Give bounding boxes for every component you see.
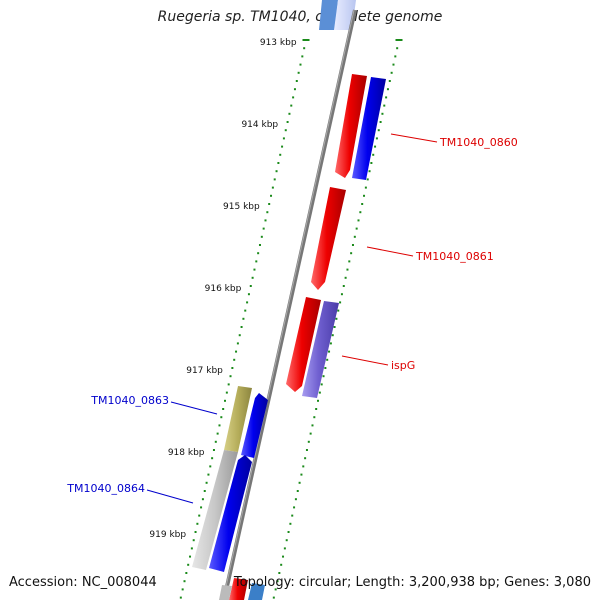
gc-content-low [192,450,238,570]
leader-tm1040-0860 [390,133,438,143]
gene-ispg-forward[interactable] [286,297,321,392]
genome-title: Ruegeria sp. TM1040, complete genome [157,9,443,25]
leader-tm1040-0863 [170,401,218,415]
gene-label-tm1040-0863[interactable]: TM1040_0863 [90,394,169,407]
leader-tm1040-0861 [366,246,414,257]
bottom-partial-feature-blue[interactable] [248,583,265,600]
gene-tm1040-0860-forward[interactable] [335,74,367,178]
gene-tm1040-0863[interactable] [241,393,268,458]
gene-tm1040-0860-reverse[interactable] [352,77,386,180]
tick-label: 918 kbp [168,448,205,458]
tick-label: 916 kbp [205,284,242,294]
genome-summary: Topology: circular; Length: 3,200,938 bp… [233,575,591,590]
tick-label: 919 kbp [149,530,186,540]
tick-label: 917 kbp [186,366,223,376]
leader-ispg [341,355,389,366]
accession-label: Accession: NC_008044 [9,575,157,590]
bottom-partial-feature-gray [219,585,232,600]
gc-content-high [224,386,252,452]
bottom-partial-feature-red[interactable] [229,578,248,600]
gene-tm1040-0861[interactable] [311,187,346,290]
gene-ispg-rna[interactable] [302,301,339,398]
tick-ruler-inner [179,39,310,599]
genome-backbone [222,9,357,600]
gene-label-tm1040-0864[interactable]: TM1040_0864 [66,482,145,495]
gene-label-tm1040-0861[interactable]: TM1040_0861 [415,250,494,263]
gene-tm1040-0864[interactable] [209,455,252,572]
leader-tm1040-0864 [146,489,194,504]
tick-label: 915 kbp [223,202,260,212]
tick-label: 914 kbp [241,120,278,130]
gene-label-tm1040-0860[interactable]: TM1040_0860 [439,136,518,149]
gene-label-ispg[interactable]: ispG [391,359,415,372]
tick-label: 913 kbp [260,38,297,48]
tick-ruler-outer [272,39,403,599]
top-partial-feature[interactable] [319,0,338,30]
genome-backbone-highlight [222,9,355,600]
tick-labels: 913 kbp 914 kbp 915 kbp 916 kbp 917 kbp 918 k… [149,38,296,540]
